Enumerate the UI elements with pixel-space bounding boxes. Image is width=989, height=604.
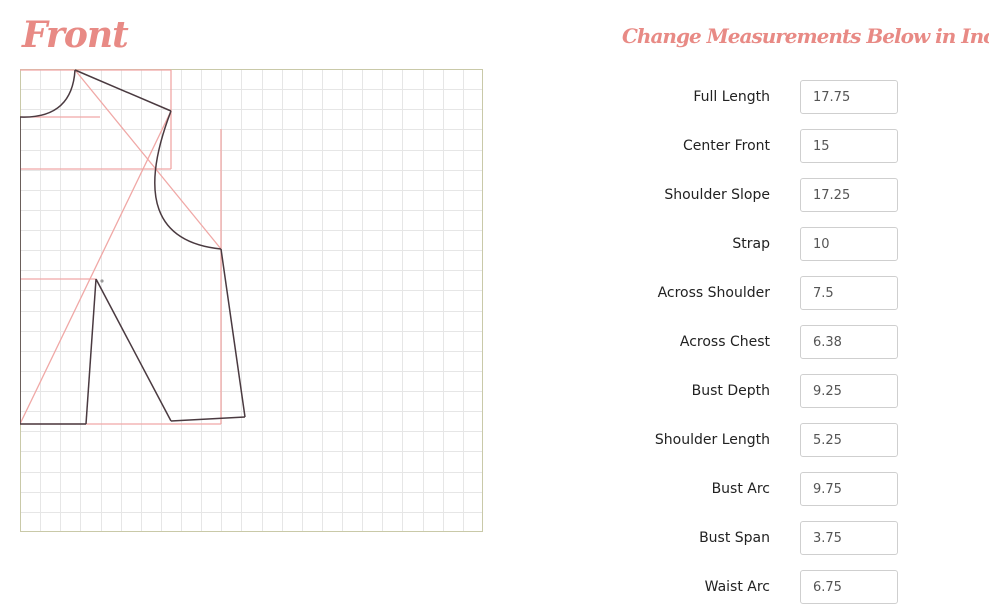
across-chest-label: Across Chest	[679, 334, 770, 350]
bust-depth-input[interactable]	[800, 374, 898, 408]
guide-diag-2	[20, 110, 172, 425]
grid-border	[20, 69, 483, 532]
row-waist-arc: Waist Arc	[600, 570, 989, 604]
row-bust-span: Bust Span	[600, 521, 989, 555]
across-chest-input[interactable]	[800, 325, 898, 359]
shoulder-slope-label: Shoulder Slope	[664, 187, 770, 203]
measurements-title: Change Measurements Below in Inches	[622, 24, 989, 48]
pattern-outline	[20, 69, 246, 425]
full-length-input[interactable]	[800, 80, 898, 114]
bust-point	[100, 279, 104, 283]
across-shoulder-input[interactable]	[800, 276, 898, 310]
shoulder-length-label: Shoulder Length	[654, 432, 770, 448]
armhole-curve	[154, 110, 222, 250]
full-length-label: Full Length	[693, 89, 770, 105]
side-seam	[220, 248, 246, 418]
row-shoulder-slope: Shoulder Slope	[600, 178, 989, 212]
waist-arc-input[interactable]	[800, 570, 898, 604]
bust-depth-label: Bust Depth	[691, 383, 770, 399]
row-center-front: Center Front	[600, 129, 989, 163]
row-bust-depth: Bust Depth	[600, 374, 989, 408]
neckline-curve	[20, 69, 76, 118]
strap-input[interactable]	[800, 227, 898, 261]
bust-span-label: Bust Span	[699, 530, 770, 546]
row-strap: Strap	[600, 227, 989, 261]
bust-span-input[interactable]	[800, 521, 898, 555]
waist-arc-label: Waist Arc	[704, 579, 770, 595]
row-full-length: Full Length	[600, 80, 989, 114]
grid-lines	[20, 69, 483, 532]
guide-lines	[20, 69, 222, 425]
row-across-shoulder: Across Shoulder	[600, 276, 989, 310]
shoulder-length-input[interactable]	[800, 423, 898, 457]
bust-arc-label: Bust Arc	[711, 481, 770, 497]
row-shoulder-length: Shoulder Length	[600, 423, 989, 457]
center-front-label: Center Front	[683, 138, 770, 154]
across-shoulder-label: Across Shoulder	[657, 285, 770, 301]
bust-arc-input[interactable]	[800, 472, 898, 506]
strap-label: Strap	[732, 236, 770, 252]
dart-left-leg	[85, 278, 97, 425]
dart-right-leg	[95, 278, 172, 422]
front-title: Front	[22, 14, 129, 56]
pattern-canvas	[20, 69, 483, 532]
row-bust-arc: Bust Arc	[600, 472, 989, 506]
shoulder-seam	[74, 69, 172, 112]
waist-right	[170, 416, 246, 422]
shoulder-slope-input[interactable]	[800, 178, 898, 212]
center-front-input[interactable]	[800, 129, 898, 163]
row-across-chest: Across Chest	[600, 325, 989, 359]
